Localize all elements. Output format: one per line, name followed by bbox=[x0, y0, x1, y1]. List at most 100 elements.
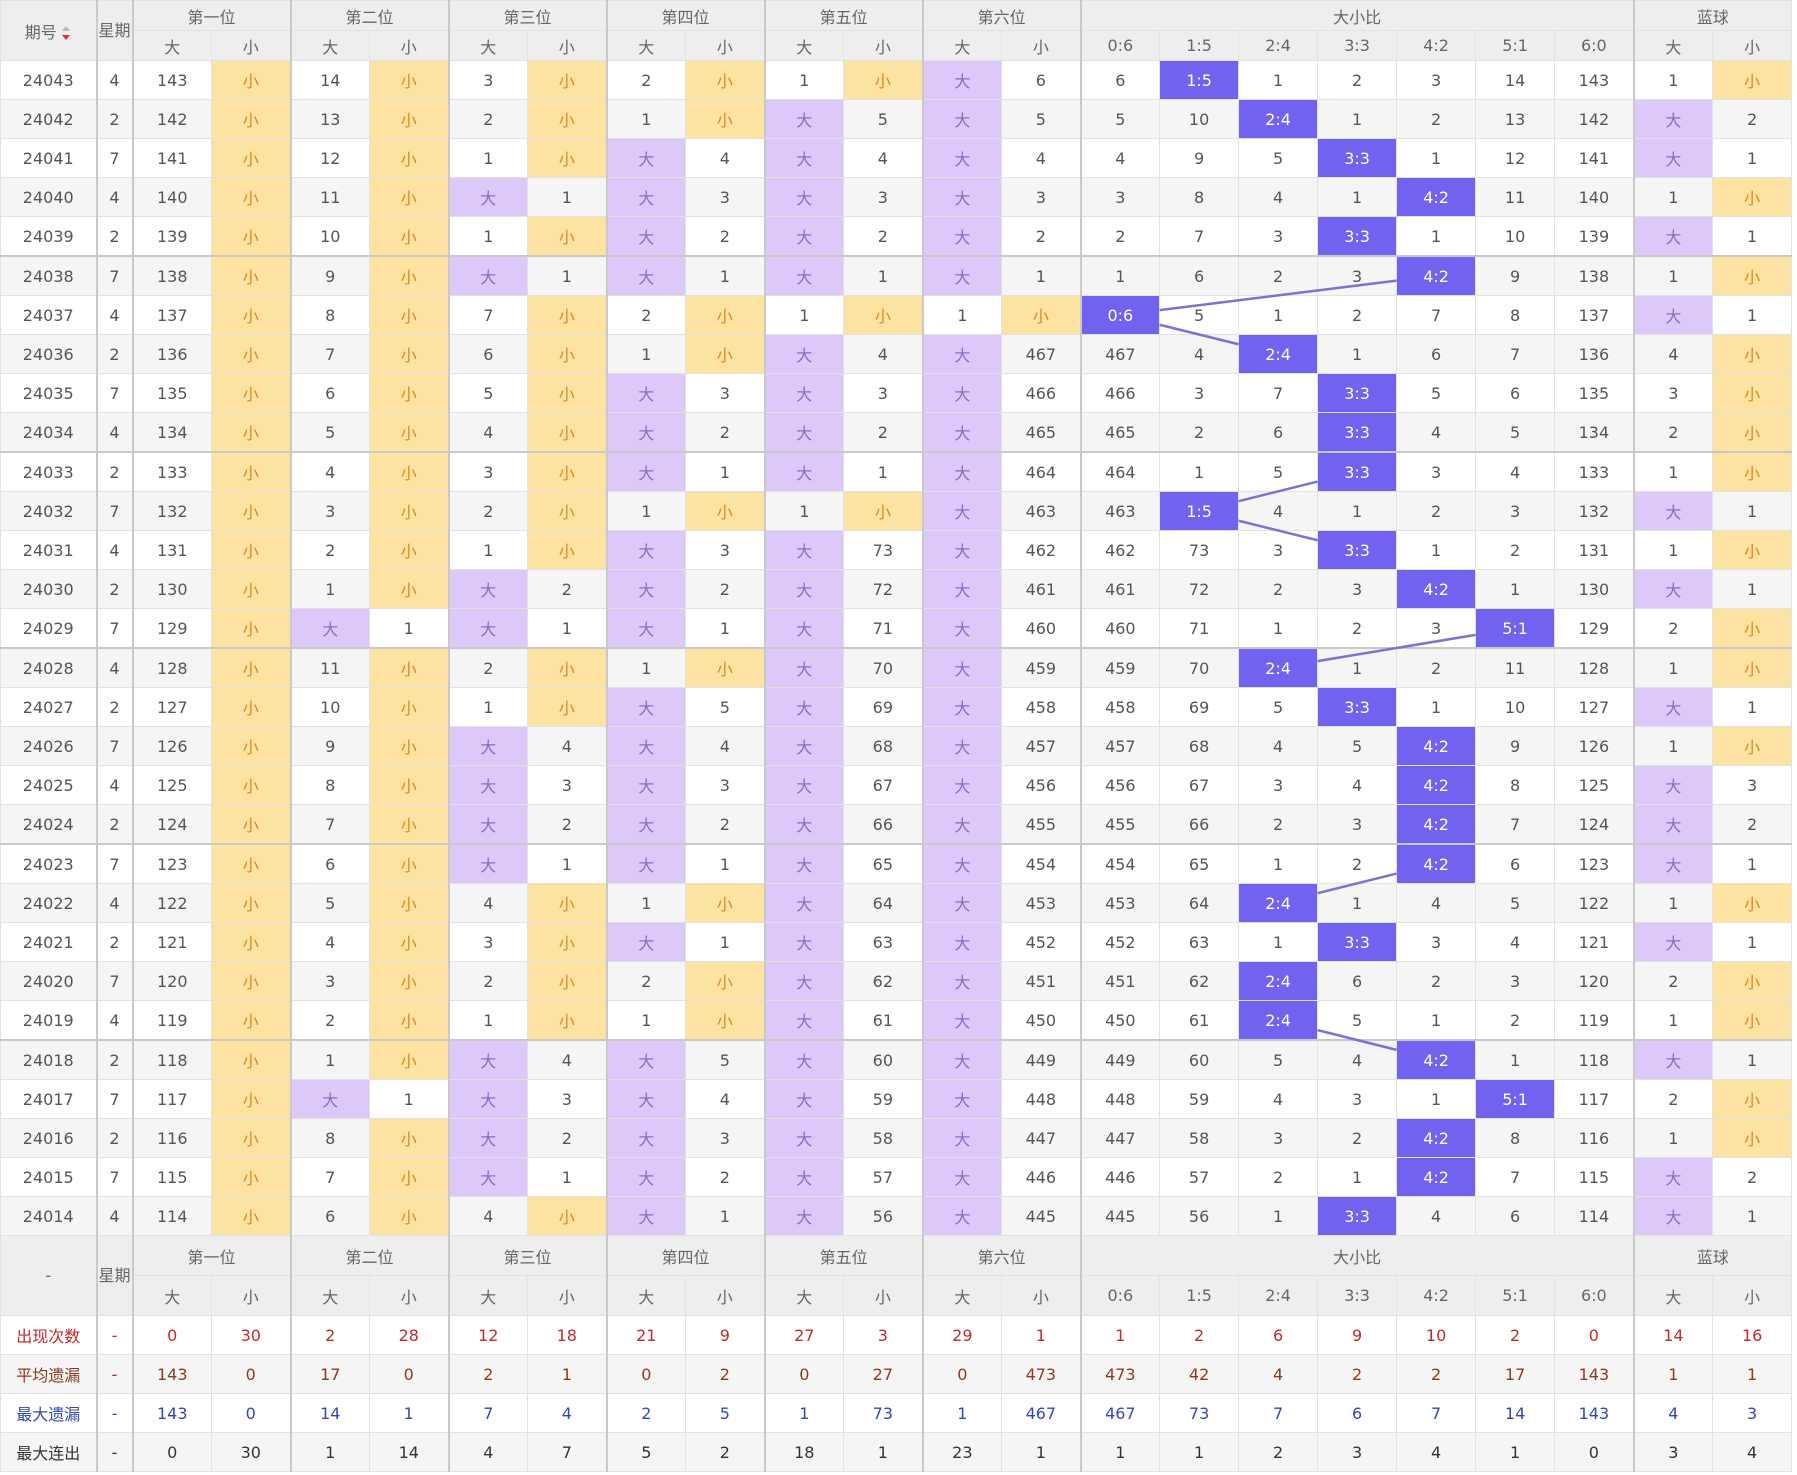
miss-count: 131 bbox=[131, 530, 212, 570]
miss-count: 1 bbox=[763, 295, 845, 335]
miss-count: 9 bbox=[1475, 726, 1556, 766]
weekday: 7 bbox=[95, 255, 133, 296]
big-hit: 大 bbox=[605, 1079, 687, 1119]
stat-value: 7 bbox=[1238, 1393, 1319, 1433]
sub-header: 小 bbox=[369, 30, 450, 61]
weekday: 2 bbox=[95, 334, 133, 374]
ratio-hit: 2:4 bbox=[1238, 99, 1319, 139]
small-hit: 小 bbox=[369, 687, 450, 727]
miss-count: 2 bbox=[1317, 60, 1398, 100]
big-hit: 大 bbox=[763, 334, 845, 374]
group-header: 蓝球 bbox=[1632, 1235, 1793, 1276]
big-hit: 大 bbox=[447, 1118, 529, 1158]
miss-count: 4 bbox=[447, 1196, 529, 1236]
miss-count: 2 bbox=[1238, 1157, 1319, 1197]
group-header: 蓝球 bbox=[1632, 0, 1793, 31]
stat-value: 21 bbox=[605, 1315, 687, 1355]
stat-value: 9 bbox=[1317, 1315, 1398, 1355]
miss-count: 1 bbox=[685, 451, 766, 492]
small-hit: 小 bbox=[1712, 177, 1793, 217]
miss-count: 1 bbox=[1317, 177, 1398, 217]
miss-count: 1 bbox=[1317, 491, 1398, 531]
stat-value: 14 bbox=[1475, 1393, 1556, 1433]
miss-count: 4 bbox=[1317, 1039, 1398, 1080]
big-hit: 大 bbox=[605, 451, 687, 492]
small-hit: 小 bbox=[685, 60, 766, 100]
small-hit: 小 bbox=[210, 765, 292, 805]
big-hit: 大 bbox=[921, 334, 1003, 374]
small-hit: 小 bbox=[369, 373, 450, 413]
miss-count: 4 bbox=[1475, 451, 1556, 492]
miss-count: 70 bbox=[843, 647, 924, 688]
group-header: 第六位 bbox=[921, 0, 1082, 31]
miss-count: 5 bbox=[1079, 99, 1161, 139]
big-hit: 大 bbox=[1632, 138, 1714, 178]
miss-count: 4 bbox=[1396, 412, 1477, 453]
small-hit: 小 bbox=[1001, 295, 1082, 335]
big-hit: 大 bbox=[605, 177, 687, 217]
miss-count: 3 bbox=[1317, 804, 1398, 845]
miss-count: 451 bbox=[1001, 961, 1082, 1001]
small-hit: 小 bbox=[369, 804, 450, 845]
small-hit: 小 bbox=[210, 1118, 292, 1158]
miss-count: 1 bbox=[1317, 334, 1398, 374]
weekday: 2 bbox=[95, 216, 133, 257]
miss-count: 5 bbox=[1159, 295, 1240, 335]
big-hit: 大 bbox=[921, 255, 1003, 296]
period: 24031 bbox=[0, 530, 97, 570]
miss-count: 1 bbox=[1712, 922, 1793, 962]
sub-header: 4:2 bbox=[1396, 30, 1477, 61]
miss-count: 132 bbox=[1554, 491, 1635, 531]
miss-count: 456 bbox=[1001, 765, 1082, 805]
big-hit: 大 bbox=[763, 569, 845, 609]
miss-count: 143 bbox=[1554, 60, 1635, 100]
sub-header: 大 bbox=[447, 1275, 529, 1316]
miss-count: 451 bbox=[1079, 961, 1161, 1001]
miss-count: 138 bbox=[131, 255, 212, 296]
stat-value: 1 bbox=[763, 1393, 845, 1433]
stat-value: 6 bbox=[1317, 1393, 1398, 1433]
miss-count: 2 bbox=[605, 961, 687, 1001]
small-hit: 小 bbox=[1712, 1118, 1793, 1158]
miss-count: 2 bbox=[1632, 1079, 1714, 1119]
miss-count: 127 bbox=[131, 687, 212, 727]
stat-value: 1 bbox=[1001, 1432, 1082, 1472]
miss-count: 1 bbox=[1159, 451, 1240, 492]
stat-value: 1 bbox=[843, 1432, 924, 1472]
header-row: - 星期 第一位 第二位 第三位 第四位 第五位 第六位 大小比 蓝球 bbox=[0, 1235, 1793, 1316]
big-hit: 大 bbox=[1632, 687, 1714, 727]
big-hit: 大 bbox=[921, 1039, 1003, 1080]
data-row: 24043 4 143 小 14 小 3 小 2 小 1 小大 6 6 1:5 1 2 3 14 143 1 小 bbox=[0, 60, 1793, 100]
miss-count: 3 bbox=[1317, 569, 1398, 609]
miss-count: 449 bbox=[1079, 1039, 1161, 1080]
ratio-hit: 2:4 bbox=[1238, 334, 1319, 374]
data-row: 24019 4 119 小 2 小 1 小 1 小大 61 大 450 450 61 2:4 5 1 2 119 1 小 bbox=[0, 1000, 1793, 1041]
miss-count: 4 bbox=[527, 1039, 608, 1080]
miss-count: 6 bbox=[1317, 961, 1398, 1001]
small-hit: 小 bbox=[527, 412, 608, 453]
miss-count: 62 bbox=[1159, 961, 1240, 1001]
big-hit: 大 bbox=[921, 530, 1003, 570]
data-row: 24042 2 142 小 13 小 2 小 1 小大 5 大 5 5 10 2:4 1 2 13 142 大 2 bbox=[0, 99, 1793, 139]
small-hit: 小 bbox=[1712, 412, 1793, 453]
miss-count: 62 bbox=[843, 961, 924, 1001]
small-hit: 小 bbox=[685, 491, 766, 531]
sort-icon[interactable] bbox=[60, 25, 72, 41]
miss-count: 3 bbox=[1238, 1118, 1319, 1158]
miss-count: 2 bbox=[1632, 961, 1714, 1001]
miss-count: 63 bbox=[1159, 922, 1240, 962]
miss-count: 2 bbox=[843, 412, 924, 453]
stat-label: 出现次数 bbox=[0, 1315, 97, 1355]
big-hit: 大 bbox=[921, 412, 1003, 453]
miss-count: 1 bbox=[447, 216, 529, 257]
small-hit: 小 bbox=[210, 922, 292, 962]
miss-count: 1 bbox=[527, 843, 608, 884]
miss-count: 139 bbox=[1554, 216, 1635, 257]
miss-count: 1 bbox=[1632, 177, 1714, 217]
stat-value: 1 bbox=[1001, 1315, 1082, 1355]
miss-count: 1 bbox=[1632, 1118, 1714, 1158]
big-hit: 大 bbox=[921, 60, 1003, 100]
miss-count: 59 bbox=[843, 1079, 924, 1119]
stat-value: 14 bbox=[369, 1432, 450, 1472]
